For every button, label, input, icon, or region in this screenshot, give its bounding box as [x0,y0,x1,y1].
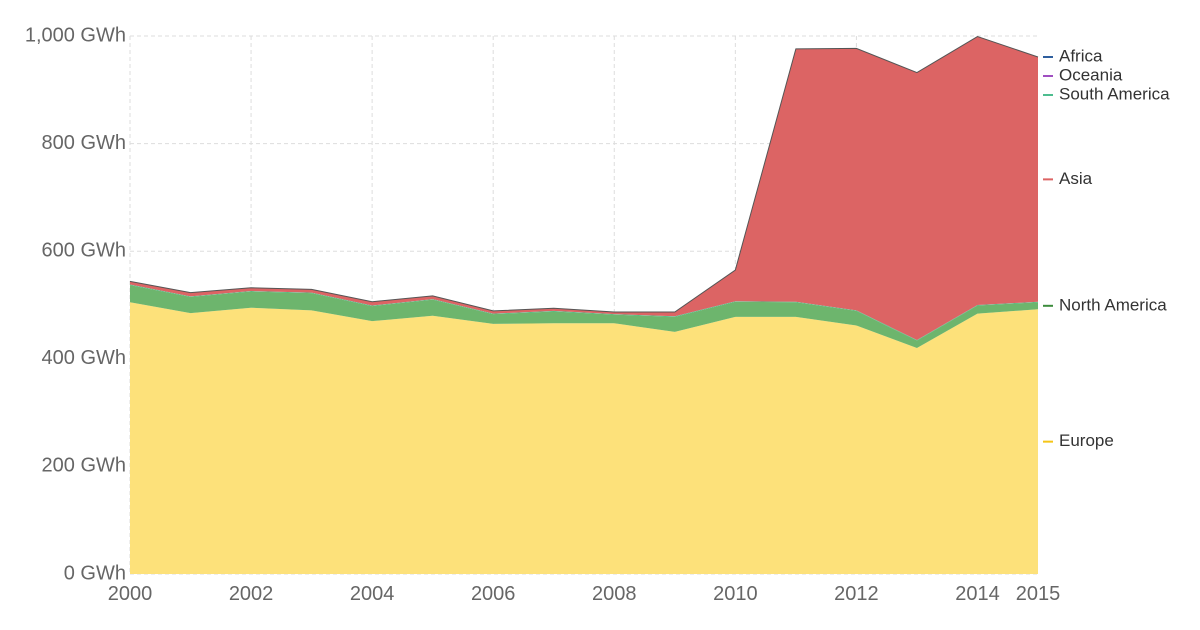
area-europe [130,302,1038,574]
y-tick-label: 0 GWh [64,562,126,584]
legend-label-africa: Africa [1059,46,1103,65]
area-north-america [130,285,1038,349]
x-tick-label: 2014 [955,583,1000,605]
x-tick-label: 2010 [713,583,758,605]
legend-label-north-america: North America [1059,295,1167,314]
legend-label-oceania: Oceania [1059,65,1123,84]
y-tick-label: 600 GWh [42,239,126,261]
y-tick-label: 800 GWh [42,132,126,154]
y-tick-label: 1,000 GWh [25,24,126,46]
legend-label-south-america: South America [1059,84,1170,103]
x-tick-label: 2000 [108,583,153,605]
x-tick-label: 2004 [350,583,395,605]
x-tick-label: 2015 [1016,583,1061,605]
x-tick-label: 2002 [229,583,274,605]
x-tick-label: 2006 [471,583,516,605]
y-tick-label: 200 GWh [42,455,126,477]
x-tick-label: 2008 [592,583,637,605]
x-tick-label: 2012 [834,583,879,605]
x-axis: 2000 2002 2004 2006 2008 2010 2012 2014 2015 [108,583,1061,605]
total-outline [129,35,1039,313]
legend-label-asia: Asia [1059,169,1093,188]
y-axis: 0 GWh 200 GWh 400 GWh 600 GWh 800 GWh 1,000 G… [25,24,126,584]
legend-label-europe: Europe [1059,431,1114,450]
y-tick-label: 400 GWh [42,347,126,369]
area-asia [130,36,1038,340]
area-series [129,35,1039,574]
